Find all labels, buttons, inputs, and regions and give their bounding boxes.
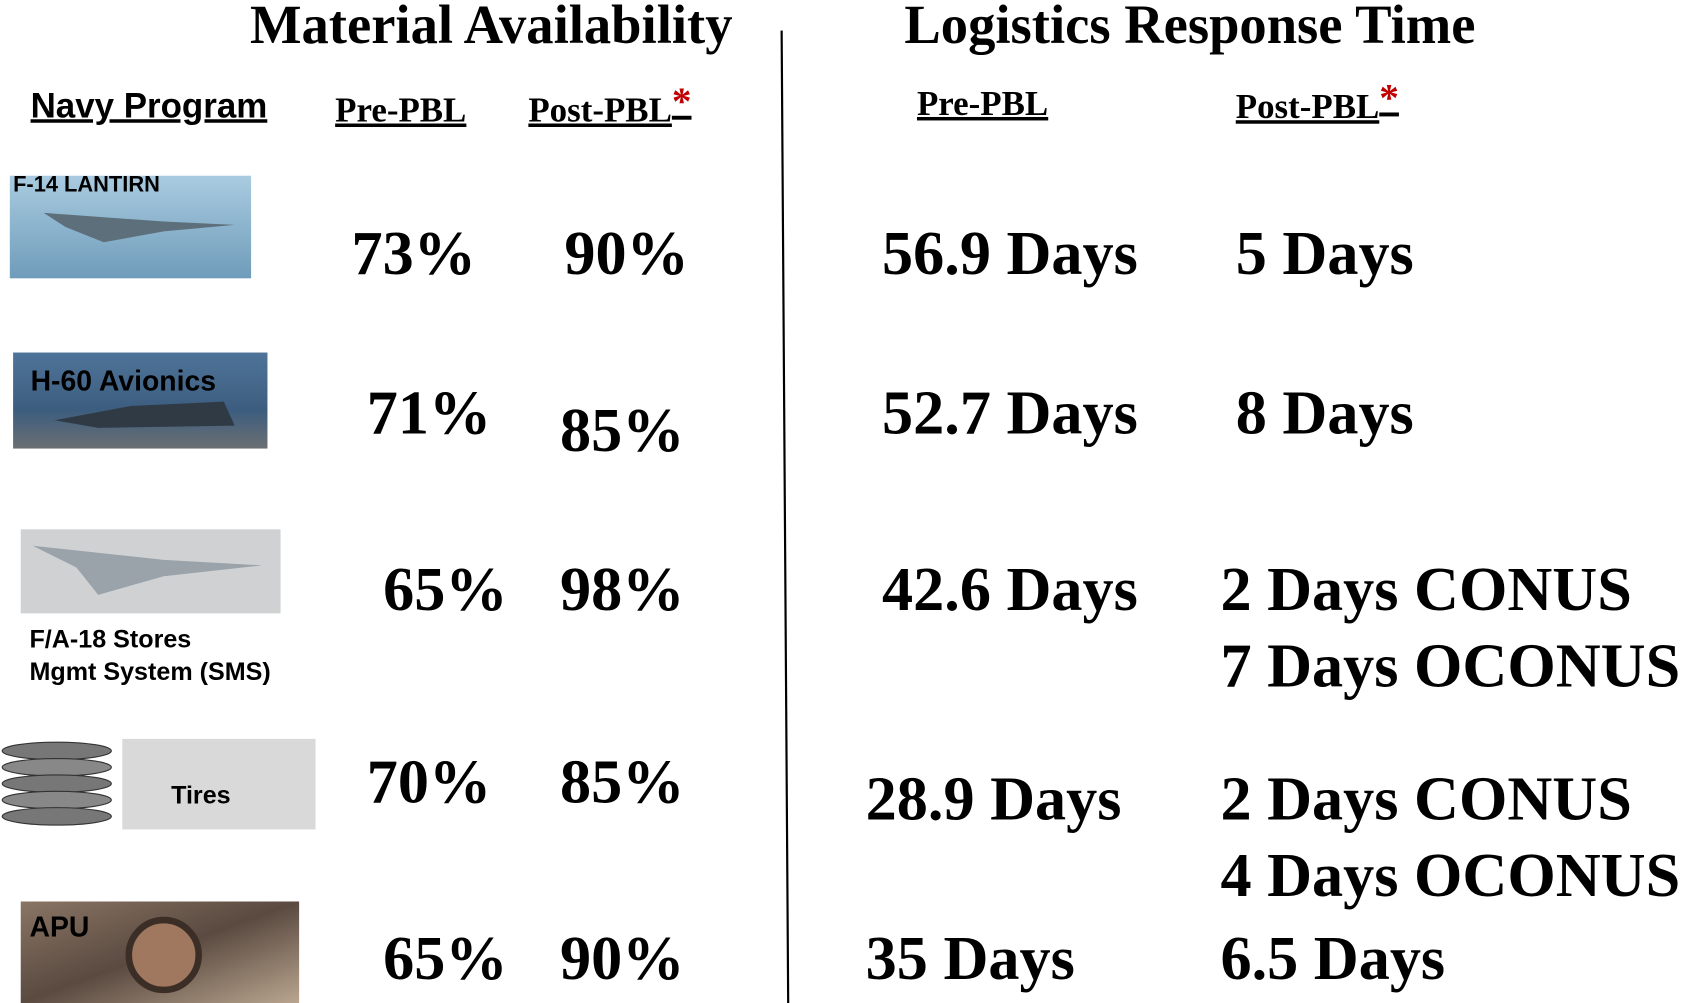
availability-pre: 71%	[367, 379, 491, 447]
divider	[780, 30, 790, 1003]
response-post: 2 Days CONUS	[1220, 556, 1631, 624]
program-label: F/A-18 Stores	[29, 625, 191, 653]
helo-shape	[54, 401, 235, 428]
apu-shape	[125, 916, 202, 994]
availability-post: 90%	[564, 220, 688, 288]
column-header: Post-PBL*	[1236, 77, 1399, 127]
response-pre: 42.6 Days	[882, 556, 1138, 624]
asterisk: *	[672, 80, 692, 123]
availability-post: 98%	[560, 556, 684, 624]
program-label: Mgmt System (SMS)	[29, 658, 270, 686]
h60-photo	[13, 352, 268, 449]
response-post: 2 Days CONUS	[1220, 766, 1631, 834]
program-label: H-60 Avionics	[31, 366, 216, 398]
availability-pre: 65%	[383, 925, 507, 993]
tires-panel	[122, 738, 316, 830]
header-text: Post-PBL	[1236, 87, 1380, 126]
column-header: Post-PBL*	[528, 80, 691, 130]
heading: Logistics Response Time	[904, 0, 1475, 55]
jet-shape	[43, 212, 235, 243]
column-header: Pre-PBL	[917, 84, 1048, 123]
availability-pre: 73%	[352, 220, 476, 288]
program-label: Tires	[171, 781, 231, 809]
asterisk: *	[1379, 77, 1399, 120]
response-post: 5 Days	[1236, 220, 1414, 288]
response-pre: 28.9 Days	[866, 766, 1122, 834]
response-post: 6.5 Days	[1220, 925, 1445, 993]
column-header: Pre-PBL	[335, 91, 466, 130]
response-pre: 56.9 Days	[882, 220, 1138, 288]
column-header: Navy Program	[31, 86, 268, 125]
header-text: Post-PBL	[528, 91, 672, 130]
program-label: F-14 LANTIRN	[13, 171, 160, 196]
response-pre: 52.7 Days	[882, 379, 1138, 447]
tire-stack	[1, 741, 112, 826]
jet-shape	[32, 545, 262, 595]
heading: Material Availability	[250, 0, 732, 55]
images	[1, 175, 316, 1003]
response-post: 7 Days OCONUS	[1220, 633, 1680, 701]
response-post: 4 Days OCONUS	[1220, 842, 1680, 910]
response-pre: 35 Days	[866, 925, 1075, 993]
availability-post: 85%	[560, 748, 684, 816]
response-post: 8 Days	[1236, 379, 1414, 447]
availability-post: 90%	[560, 925, 684, 993]
availability-pre: 65%	[383, 556, 507, 624]
availability-post: 85%	[560, 397, 684, 465]
availability-pre: 70%	[367, 748, 491, 816]
program-label: APU	[29, 911, 89, 943]
